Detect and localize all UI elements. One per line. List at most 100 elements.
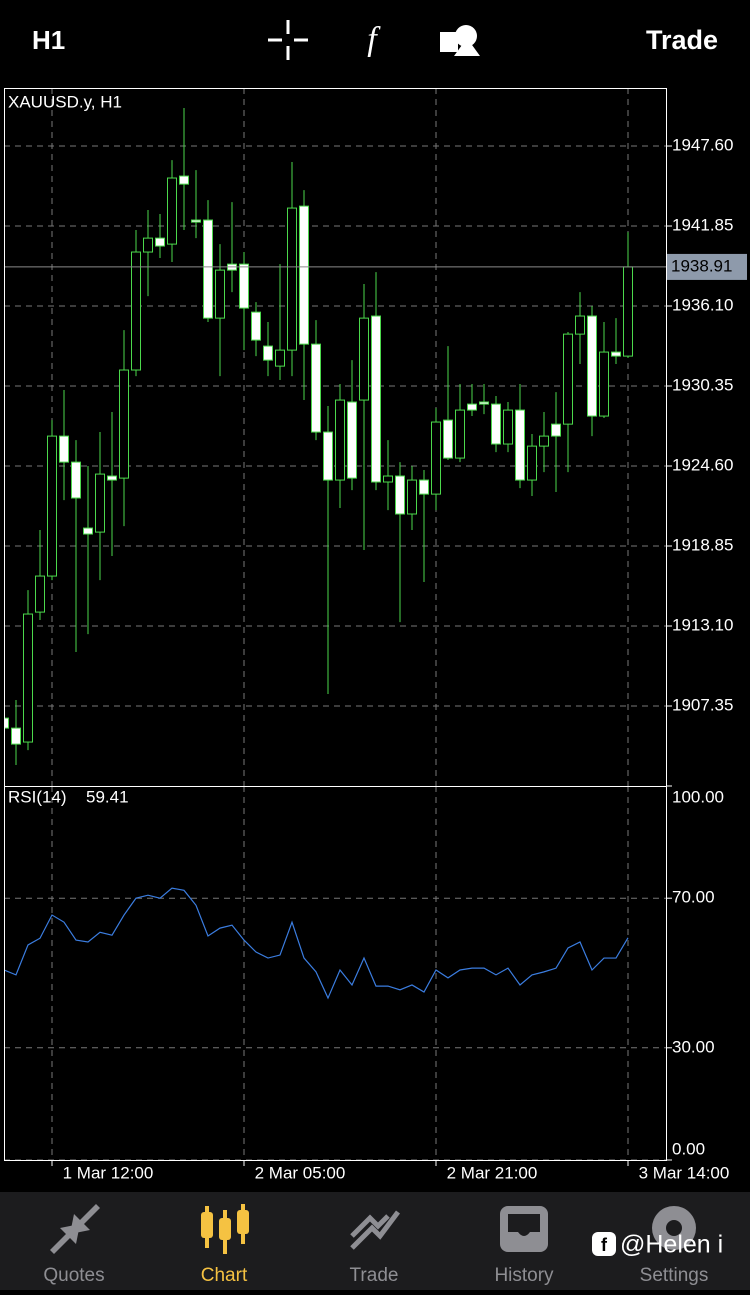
y-tick-label: 70.00	[672, 888, 715, 907]
candle-body	[83, 527, 93, 535]
axes: 1947.60 1941.85 1936.10 1930.35 1924.60 1918.…	[51, 136, 747, 1182]
y-tick-label: 0.00	[672, 1139, 705, 1158]
chart-title: XAUUSD.y, H1	[8, 92, 122, 111]
candle-body	[611, 351, 621, 357]
candle-body	[59, 435, 69, 463]
candle-body	[383, 475, 393, 483]
x-tick-label: 3 Mar 14:00	[639, 1163, 730, 1182]
candle-body	[623, 266, 633, 357]
candle-body	[299, 205, 309, 345]
candle-body	[431, 421, 441, 495]
history-icon	[500, 1206, 548, 1252]
rsi-title: RSI(14)	[8, 787, 67, 806]
tab-label[interactable]: Chart	[201, 1265, 248, 1286]
indicators-button[interactable]: f	[367, 21, 381, 58]
candle-body	[311, 343, 321, 433]
candle-body	[215, 269, 225, 319]
candle-body	[5, 717, 9, 729]
candle-body	[407, 479, 417, 515]
candle-body	[11, 727, 21, 745]
y-tick-label: 1924.60	[672, 455, 733, 474]
candle-body	[287, 207, 297, 351]
candle-body	[443, 419, 453, 459]
candle-body	[575, 315, 585, 335]
candle-body	[347, 401, 357, 479]
watermark-text: @Helen i	[620, 1231, 723, 1259]
candle-body	[191, 219, 201, 223]
candle-body	[143, 237, 153, 253]
tab-label[interactable]: Trade	[350, 1265, 399, 1286]
objects-button[interactable]	[440, 25, 480, 56]
candle-body	[47, 435, 57, 577]
candle-body	[239, 263, 249, 309]
candle-body	[455, 409, 465, 459]
candle-body	[599, 351, 609, 417]
candle-body	[551, 423, 561, 437]
current-price-box	[667, 253, 747, 280]
chart-icon	[201, 1204, 249, 1254]
candle-body	[251, 311, 261, 341]
candle-body	[563, 333, 573, 425]
trade-button[interactable]: Trade	[646, 25, 718, 55]
y-tick-label: 1930.35	[672, 375, 733, 394]
y-tick-label: 1941.85	[672, 215, 733, 234]
current-price-label: 1938.91	[671, 256, 732, 275]
candle-body	[203, 219, 213, 319]
y-tick-label: 1947.60	[672, 136, 733, 155]
candle-body	[179, 175, 189, 185]
trade-icon	[350, 1210, 400, 1250]
candle-body	[131, 251, 141, 371]
candle-body	[323, 431, 333, 481]
y-tick-label: 1907.35	[672, 695, 733, 714]
x-tick-label: 1 Mar 12:00	[63, 1163, 154, 1182]
candle-body	[587, 315, 597, 417]
x-tick-label: 2 Mar 05:00	[255, 1163, 346, 1182]
y-tick-label: 100.00	[672, 787, 724, 806]
timeframe-button[interactable]: H1	[32, 25, 65, 55]
candle-body	[35, 575, 45, 613]
rsi-frame	[4, 786, 667, 1161]
candle-body	[335, 399, 345, 481]
candle-body	[107, 475, 117, 481]
candle-body	[263, 345, 273, 361]
candle-body	[539, 435, 549, 447]
candle-body	[395, 475, 405, 515]
y-tick-label: 1913.10	[672, 615, 733, 634]
watermark: f @Helen i	[592, 1231, 723, 1259]
candle-body	[503, 409, 513, 445]
candle-body	[371, 315, 381, 483]
candle-body	[119, 369, 129, 479]
candle-body	[155, 237, 165, 247]
toolbar: H1 f Trade	[32, 20, 718, 60]
candle-body	[515, 409, 525, 481]
candle-body	[275, 349, 285, 367]
candle-body	[359, 317, 369, 401]
x-tick-label: 2 Mar 21:00	[447, 1163, 538, 1182]
tab-bar: Quotes Chart Trade History Settings f @Helen…	[0, 1192, 750, 1290]
quotes-icon	[50, 1204, 100, 1254]
candle-body	[527, 445, 537, 481]
candle-body	[23, 613, 33, 743]
crosshair-button[interactable]	[268, 20, 308, 60]
tab-label[interactable]: History	[494, 1265, 554, 1286]
candle-body	[167, 177, 177, 245]
candle-body	[71, 461, 81, 499]
tab-label[interactable]: Quotes	[43, 1265, 104, 1286]
svg-text:f: f	[601, 1235, 608, 1255]
candle-body	[491, 403, 501, 445]
tab-label[interactable]: Settings	[640, 1265, 709, 1286]
price-chart	[5, 89, 666, 786]
tab-bar-background	[0, 1192, 750, 1290]
candle-body	[479, 401, 489, 405]
rsi-chart	[5, 787, 666, 1160]
y-tick-label: 30.00	[672, 1037, 715, 1056]
candle-body	[419, 479, 429, 495]
settings-icon	[652, 1206, 696, 1250]
candle-body	[95, 473, 105, 533]
rsi-current-value: 59.41	[86, 787, 129, 806]
y-tick-label: 1918.85	[672, 535, 733, 554]
y-tick-label: 1936.10	[672, 295, 733, 314]
rsi-line	[5, 887, 629, 1000]
